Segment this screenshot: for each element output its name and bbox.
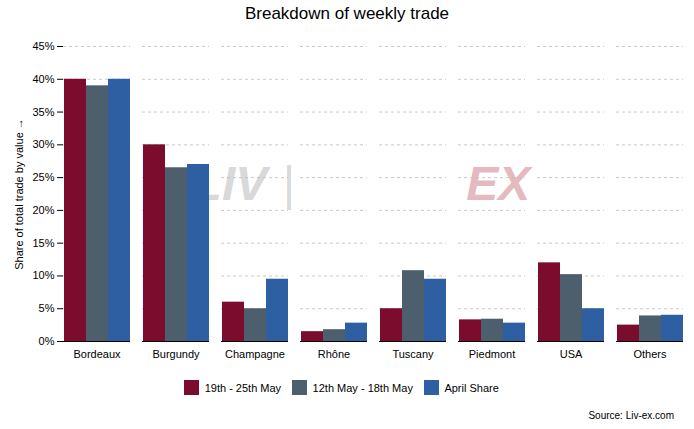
svg-text:35%: 35%: [32, 106, 54, 118]
svg-text:Rhône: Rhône: [318, 348, 350, 360]
svg-text:Bordeaux: Bordeaux: [73, 348, 121, 360]
svg-text:|: |: [283, 157, 295, 210]
svg-text:Tuscany: Tuscany: [392, 348, 434, 360]
svg-text:Burgundy: Burgundy: [152, 348, 200, 360]
svg-text:USA: USA: [560, 348, 583, 360]
svg-text:30%: 30%: [32, 138, 54, 150]
svg-text:15%: 15%: [32, 237, 54, 249]
svg-text:0%: 0%: [39, 335, 55, 347]
svg-text:5%: 5%: [39, 302, 55, 314]
html-text:12th May - 18th May: 12th May - 18th May: [312, 381, 413, 394]
html-text:April Share: April Share: [444, 381, 499, 394]
svg-text:10%: 10%: [32, 269, 54, 281]
svg-text:Share of total trade by value: Share of total trade by value →: [13, 118, 25, 270]
svg-text:25%: 25%: [32, 171, 54, 183]
svg-text:40%: 40%: [32, 73, 54, 85]
html-text:Breakdown of weekly trade: Breakdown of weekly trade: [244, 4, 449, 23]
svg-text:EX: EX: [466, 157, 533, 210]
html-text:19th - 25th May: 19th - 25th May: [204, 381, 282, 394]
html-text:Source: Liv-ex.com: Source: Liv-ex.com: [588, 409, 674, 421]
svg-text:45%: 45%: [32, 40, 54, 52]
svg-text:LIV: LIV: [192, 157, 268, 211]
svg-text:Others: Others: [633, 348, 667, 360]
svg-text:Champagne: Champagne: [225, 348, 285, 360]
svg-text:20%: 20%: [32, 204, 54, 216]
svg-text:Piedmont: Piedmont: [469, 348, 515, 360]
